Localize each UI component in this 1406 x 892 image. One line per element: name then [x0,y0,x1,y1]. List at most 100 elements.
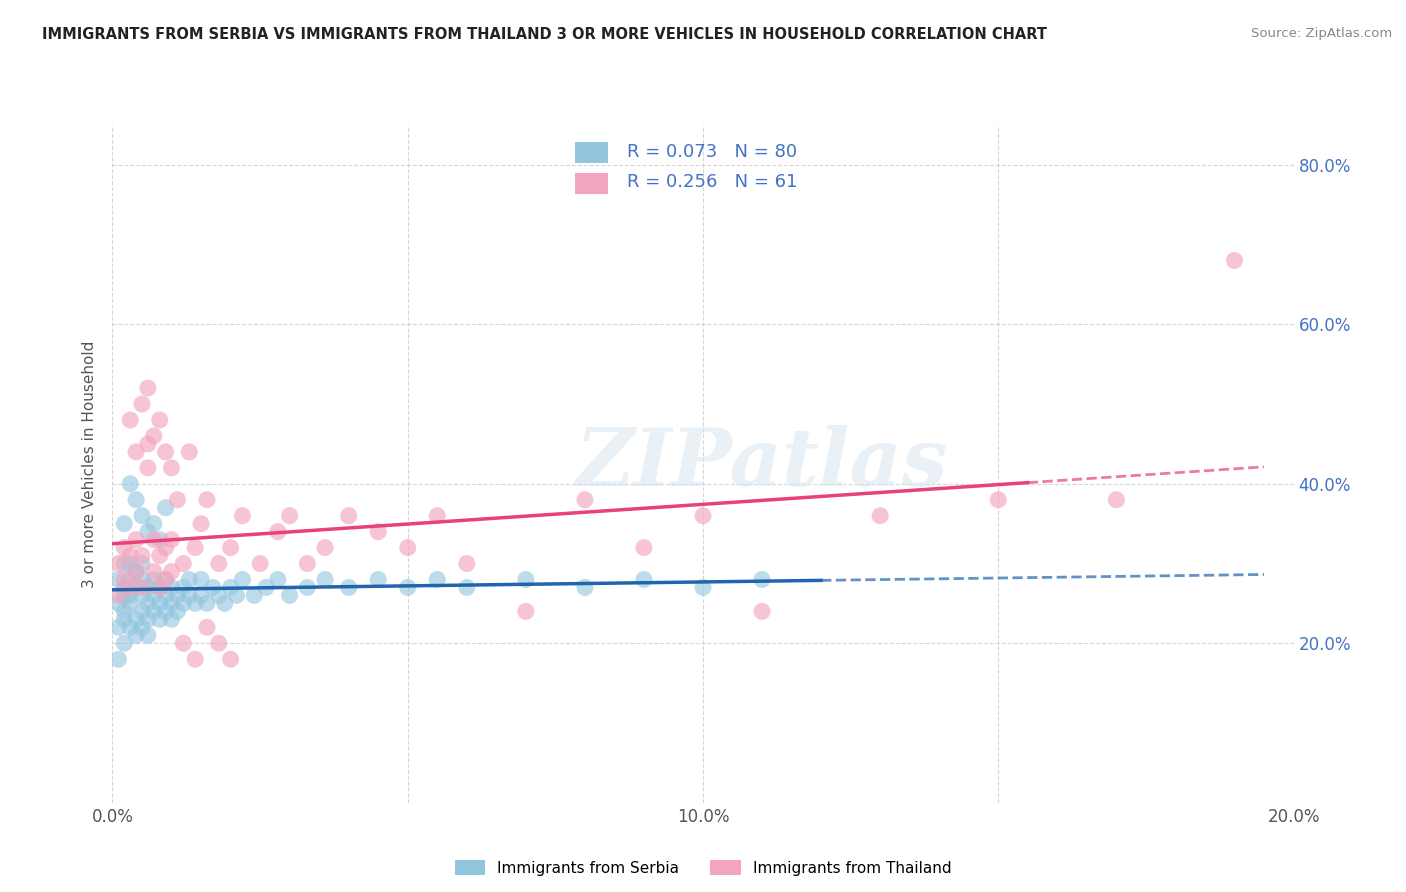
Point [190,573,212,587]
Point [426,508,449,523]
Text: R = 0.073   N = 80: R = 0.073 N = 80 [627,143,797,161]
Point [426,573,449,587]
Point [160,460,183,475]
Point [155,604,177,618]
Point [172,557,194,571]
Point [160,596,183,610]
Point [254,581,277,595]
Point [314,541,336,555]
Point [107,557,129,571]
Point [131,581,153,595]
Point [201,581,224,595]
Point [125,533,148,547]
Point [367,524,389,539]
Y-axis label: 3 or more Vehicles in Household: 3 or more Vehicles in Household [82,340,97,588]
Point [125,445,148,459]
Point [155,541,177,555]
Point [396,581,419,595]
Point [125,492,148,507]
Point [125,565,148,579]
Point [142,589,165,603]
Point [107,573,129,587]
Point [987,492,1010,507]
Point [155,445,177,459]
Point [120,557,142,571]
Point [131,557,153,571]
Point [136,437,159,451]
Point [120,476,142,491]
Point [243,589,266,603]
Point [155,573,177,587]
Point [172,596,194,610]
Point [172,636,194,650]
Point [155,573,177,587]
Point [120,620,142,634]
Point [278,508,301,523]
Point [149,612,172,626]
Point [125,581,148,595]
Text: R = 0.256   N = 61: R = 0.256 N = 61 [627,173,797,192]
Point [184,596,207,610]
Point [214,596,236,610]
Point [160,565,183,579]
Point [166,604,188,618]
Point [149,581,172,595]
FancyBboxPatch shape [575,172,607,194]
Point [120,596,142,610]
Point [112,589,135,603]
Point [136,628,159,642]
Point [231,573,253,587]
Point [131,549,153,563]
Point [692,581,714,595]
Point [160,612,183,626]
Point [190,589,212,603]
Point [142,516,165,531]
Point [396,541,419,555]
Point [112,557,135,571]
Point [208,589,231,603]
Point [869,508,891,523]
Point [184,541,207,555]
Point [314,573,336,587]
Point [219,541,242,555]
Point [337,581,360,595]
Point [195,492,218,507]
Point [160,533,183,547]
Point [297,557,319,571]
Point [149,596,172,610]
Point [120,413,142,427]
Point [107,596,129,610]
Point [456,581,478,595]
Point [574,581,596,595]
Point [160,581,183,595]
Point [278,589,301,603]
Point [149,549,172,563]
Point [515,604,537,618]
Text: IMMIGRANTS FROM SERBIA VS IMMIGRANTS FROM THAILAND 3 OR MORE VEHICLES IN HOUSEHO: IMMIGRANTS FROM SERBIA VS IMMIGRANTS FRO… [42,27,1047,42]
Point [574,492,596,507]
Point [107,652,129,666]
Point [142,573,165,587]
Point [633,541,655,555]
Point [142,565,165,579]
Point [112,541,135,555]
Point [120,589,142,603]
Point [131,573,153,587]
Point [184,652,207,666]
Point [120,573,142,587]
Point [225,589,247,603]
Point [125,612,148,626]
Point [125,565,148,579]
Point [692,508,714,523]
Point [633,573,655,587]
Point [195,620,218,634]
Point [125,628,148,642]
Point [166,589,188,603]
Point [190,516,212,531]
Point [267,573,290,587]
Point [751,573,773,587]
Point [1105,492,1128,507]
Point [142,533,165,547]
Point [142,604,165,618]
Point [149,533,172,547]
